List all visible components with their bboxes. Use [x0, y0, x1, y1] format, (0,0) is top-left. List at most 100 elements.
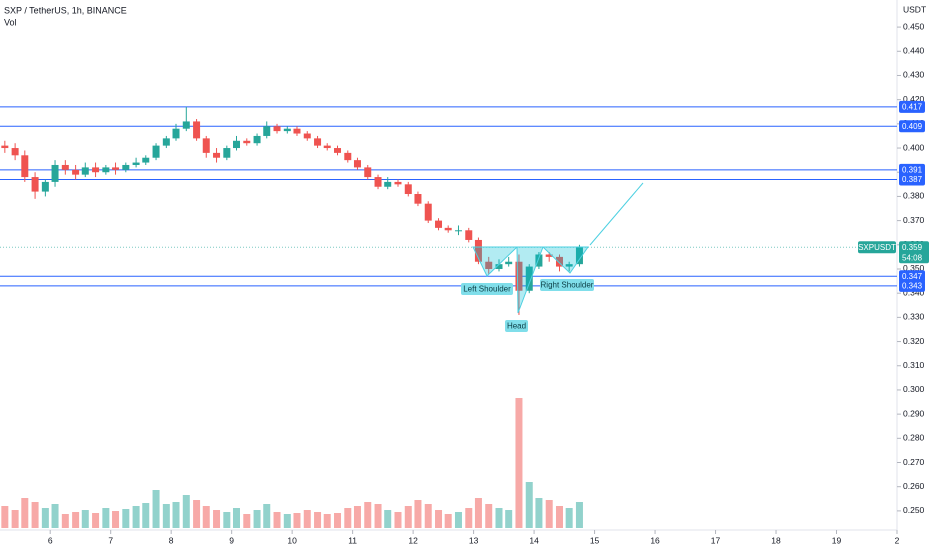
candle-body — [374, 177, 382, 187]
volume-bar — [293, 513, 301, 528]
candle-body — [283, 128, 291, 132]
volume-bar — [122, 509, 130, 528]
volume-bar — [11, 510, 19, 528]
volume-bar — [41, 508, 49, 528]
candle-body — [193, 121, 201, 139]
volume-bar — [565, 508, 573, 528]
candle-body — [92, 167, 100, 173]
x-tick-label: 13 — [469, 535, 479, 545]
volume-bar — [334, 513, 342, 528]
candle-body — [435, 220, 443, 228]
currency-label: USDT — [903, 4, 926, 14]
candle-body — [243, 140, 251, 144]
last-price-label: 0.359 — [902, 243, 923, 252]
y-tick-label: 0.380 — [903, 191, 925, 201]
candle-body — [152, 145, 160, 158]
annotation-box — [505, 320, 528, 332]
plot — [0, 106, 897, 528]
volume-bar — [495, 508, 503, 528]
candle-body — [394, 181, 402, 185]
volume-bar — [474, 498, 482, 528]
candle-body — [545, 254, 553, 257]
candle-body — [303, 133, 311, 139]
candle-body — [424, 203, 432, 221]
y-tick-label: 0.430 — [903, 70, 925, 80]
level-label: 0.391 — [902, 165, 923, 174]
x-tick-label: 14 — [529, 535, 539, 545]
y-tick-label: 0.450 — [903, 21, 925, 31]
candle-body — [515, 261, 523, 291]
volume-bar — [243, 514, 251, 528]
level-label: 0.343 — [902, 282, 923, 291]
candle-body — [404, 184, 412, 195]
y-tick-label: 0.400 — [903, 142, 925, 152]
level-label-box — [899, 173, 925, 186]
volume-bar — [414, 500, 422, 528]
volume-bar — [81, 510, 89, 528]
candle-body — [21, 155, 29, 178]
x-tick-label: 2 — [895, 535, 900, 545]
candle-body — [142, 157, 150, 163]
annotation: Head — [507, 322, 526, 331]
candle-body — [263, 126, 271, 136]
volume-bar — [374, 504, 382, 528]
candle-body — [172, 128, 180, 139]
candle-body — [474, 239, 482, 262]
volume-bar — [515, 398, 523, 528]
symbol-label: SXPUSDT — [858, 243, 896, 252]
volume-bar — [223, 512, 231, 528]
volume-bar — [314, 512, 322, 528]
candle-body — [444, 227, 452, 231]
candle-body — [232, 140, 240, 149]
volume-bar — [61, 514, 69, 528]
indicator-label: Vol — [4, 17, 17, 27]
volume-bar — [435, 510, 443, 528]
level-label-box — [899, 163, 925, 176]
candle-body — [51, 164, 59, 182]
candle-body — [122, 164, 130, 170]
y-tick-label: 0.440 — [903, 46, 925, 56]
y-tick-label: 0.340 — [903, 287, 925, 297]
volume-bar — [303, 510, 311, 528]
volume-bar — [273, 512, 281, 528]
candle-body — [323, 145, 331, 149]
volume-bar — [283, 514, 291, 528]
candle-body — [41, 181, 49, 192]
x-tick-label: 19 — [832, 535, 842, 545]
x-tick-label: 9 — [229, 535, 234, 545]
left-shoulder-shape — [472, 246, 519, 277]
y-tick-label: 0.370 — [903, 215, 925, 225]
volume-bar — [424, 504, 432, 528]
volume-bar — [1, 506, 9, 528]
y-tick-label: 0.260 — [903, 481, 925, 491]
volume-bar — [31, 502, 39, 528]
volume-bar — [384, 510, 392, 528]
volume-bar — [202, 506, 210, 528]
y-tick-label: 0.350 — [903, 263, 925, 273]
head-shape — [516, 246, 544, 314]
symbol-title: SXP / TetherUS, 1h, BINANCE — [4, 5, 127, 15]
volume-bar — [182, 495, 190, 528]
volume-bar — [102, 508, 110, 528]
x-tick-label: 17 — [711, 535, 721, 545]
candle-body — [314, 138, 322, 146]
x-tick-label: 6 — [48, 535, 53, 545]
level-label: 0.409 — [902, 122, 923, 131]
volume-bar — [162, 504, 170, 528]
candle-body — [495, 264, 503, 269]
x-tick-label: 11 — [348, 535, 357, 545]
x-tick-label: 16 — [650, 535, 660, 545]
volume-bar — [51, 504, 59, 528]
candle-body — [72, 169, 80, 175]
volume-bar — [72, 512, 80, 528]
volume-bar — [353, 506, 361, 528]
annotation-box — [540, 279, 594, 291]
x-tick-label: 10 — [287, 535, 297, 545]
x-tick-label: 15 — [590, 535, 600, 545]
candle-body — [334, 148, 342, 153]
volume-bar — [323, 514, 331, 528]
volume-bar — [555, 506, 563, 528]
candle-body — [112, 167, 120, 170]
